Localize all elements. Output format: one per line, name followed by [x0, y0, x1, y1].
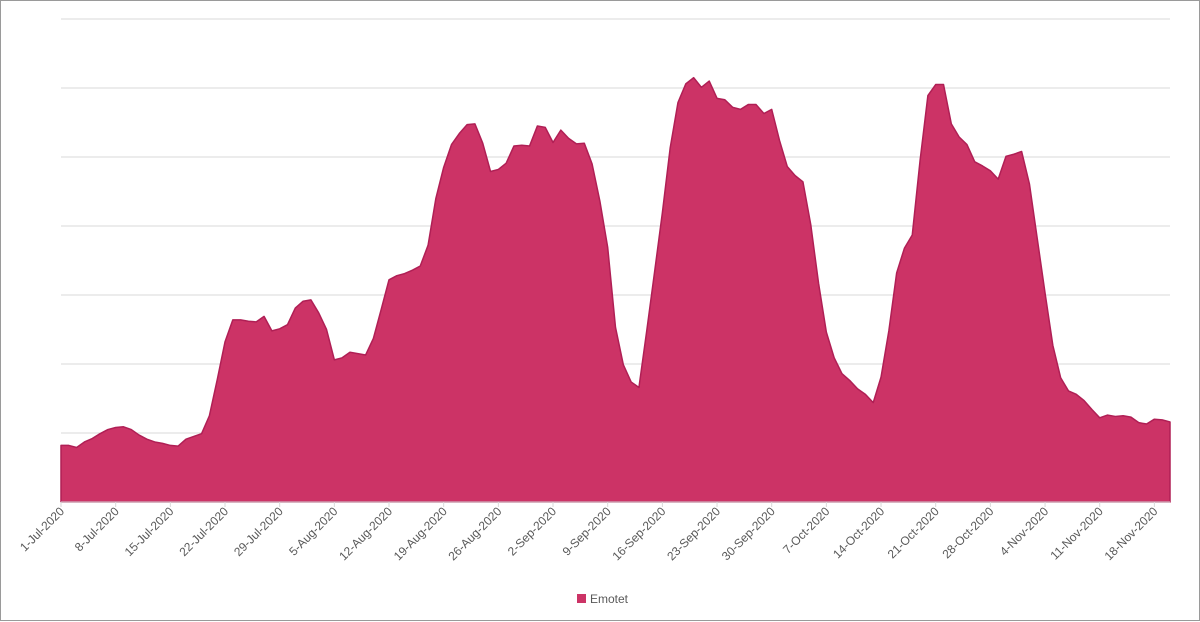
x-axis: 1-Jul-2020 8-Jul-2020 15-Jul-2020 22-Jul-20…: [17, 501, 1170, 563]
x-tick-label: 8-Jul-2020: [72, 504, 122, 554]
x-tick-label: 18-Nov-2020: [1102, 504, 1161, 563]
legend: Emotet: [577, 592, 629, 606]
x-tick-label: 22-Jul-2020: [176, 504, 231, 559]
x-tick-label: 26-Aug-2020: [446, 504, 505, 563]
x-tick-label: 28-Oct-2020: [939, 504, 996, 561]
x-tick-label: 4-Nov-2020: [997, 504, 1051, 558]
x-tick-label: 2-Sep-2020: [505, 504, 559, 558]
x-tick-label: 21-Oct-2020: [885, 504, 942, 561]
x-tick-label: 1-Jul-2020: [17, 504, 67, 554]
area-emotet: [60, 76, 1171, 503]
x-tick-label: 23-Sep-2020: [664, 504, 723, 563]
x-tick-label: 29-Jul-2020: [231, 504, 286, 559]
legend-swatch-emotet: [577, 594, 586, 603]
x-tick-label: 12-Aug-2020: [336, 504, 395, 563]
x-tick-label: 19-Aug-2020: [391, 504, 450, 563]
x-tick-label: 16-Sep-2020: [610, 504, 669, 563]
x-tick-label: 7-Oct-2020: [780, 504, 833, 557]
x-tick-label: 5-Aug-2020: [286, 504, 340, 558]
x-tick-label: 30-Sep-2020: [719, 504, 778, 563]
x-tick-label: 11-Nov-2020: [1048, 504, 1107, 563]
series-area: [60, 76, 1171, 503]
x-tick-label: 15-Jul-2020: [122, 504, 177, 559]
legend-label-emotet: Emotet: [590, 592, 629, 606]
x-tick-label: 14-Oct-2020: [830, 504, 887, 561]
x-tick-label: 9-Sep-2020: [560, 504, 614, 558]
